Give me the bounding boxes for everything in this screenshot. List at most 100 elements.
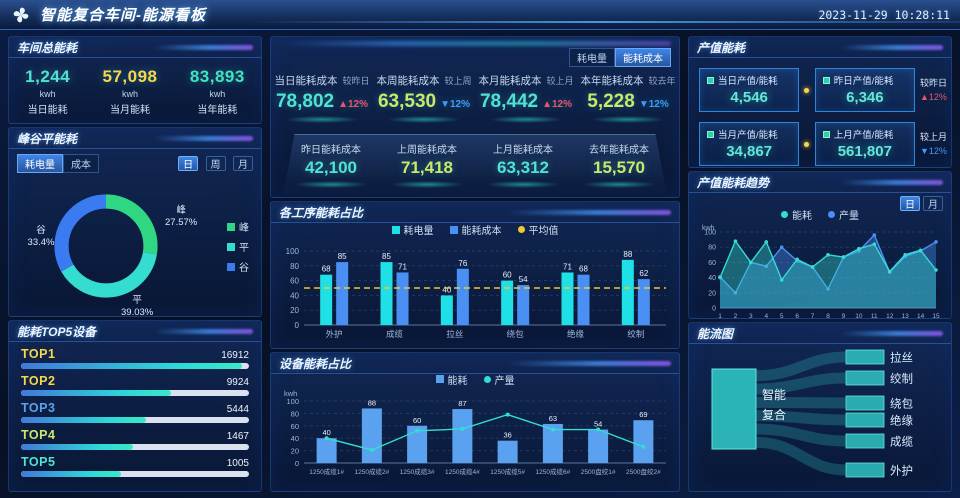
period-button-day[interactable]: 日 [178, 155, 199, 171]
stat-monthly-energy: 57,098 kwh 当月能耗 [103, 67, 158, 116]
cost-stat-yearly: 本年能耗成本 较去年 5,228 ▼12% [577, 73, 679, 123]
svg-text:60: 60 [708, 260, 716, 267]
svg-text:20: 20 [708, 290, 716, 297]
stat-label: 去年能耗成本 [589, 145, 649, 156]
tab-energy-cost[interactable]: 能耗成本 [615, 48, 671, 67]
title-decoration [153, 328, 253, 334]
device-rank-label: TOP5 [21, 455, 56, 469]
svg-text:76: 76 [458, 259, 467, 268]
svg-text:63: 63 [549, 414, 557, 423]
compare-badge-monthly: 较上月 ▼12% [920, 130, 947, 159]
delta-badge: ▲12% [919, 92, 947, 102]
svg-text:复合: 复合 [762, 407, 786, 422]
svg-text:40: 40 [322, 428, 330, 437]
svg-text:60: 60 [291, 422, 299, 431]
svg-text:71: 71 [563, 262, 572, 271]
peak-valley-chart-area: 峰 27.57% 谷 33.4% 平 39.03% 峰 平 [9, 173, 261, 319]
cost-stats-row-current: 当日能耗成本 较昨日 78,802 ▲12% 本周能耗成本 较上周 63,530 ▼12… [271, 73, 679, 123]
delta-badge: ▲12% [338, 99, 369, 110]
cost-stat-last-month: 上月能耗成本 63,312 [475, 141, 571, 188]
square-icon [822, 76, 830, 84]
svg-text:1250成缆4#: 1250成缆4# [445, 467, 480, 476]
legend-item-valley: 谷 [227, 259, 249, 274]
stat-value: 63,530 [377, 91, 437, 112]
stat-value: 1,244 [25, 67, 71, 86]
stat-label: 当月能耗 [110, 105, 151, 116]
svg-text:69: 69 [639, 410, 647, 419]
legend-item: 能耗成本 [449, 222, 502, 237]
delta-badge: ▼12% [638, 99, 669, 110]
stat-unit: kwh [39, 89, 56, 99]
svg-text:54: 54 [519, 275, 528, 284]
trend-period-buttons: 日 月 [689, 193, 951, 211]
panel-title: 峰谷平能耗 [17, 131, 78, 146]
device-bar-line-chart: kwh 0 20 40 60 80 100 40 1250成缆1# 88 1250成缆2# 60 125… [284, 389, 666, 476]
panel-title-row: 能耗TOP5设备 [9, 321, 261, 342]
value-glow [388, 116, 460, 123]
svg-text:2500盘绞2#: 2500盘绞2# [626, 467, 661, 476]
legend-item: 产量 [828, 207, 859, 222]
svg-text:成缆: 成缆 [890, 436, 913, 449]
tab-power-consumption[interactable]: 耗电量 [17, 154, 63, 173]
device-energy-value: 1467 [226, 431, 249, 442]
svg-text:100: 100 [704, 230, 716, 237]
svg-text:11: 11 [871, 313, 878, 320]
legend-label: 谷 [239, 263, 249, 274]
panel-title-row: 车间总能耗 [9, 37, 261, 58]
legend-marker [781, 210, 788, 218]
stat-label: 当年能耗 [197, 105, 238, 116]
callout-value: 39.03% [121, 307, 154, 319]
svg-text:成缆: 成缆 [386, 329, 404, 339]
svg-text:87: 87 [458, 399, 466, 408]
peak-valley-controls: 耗电量 成本 日 周 月 [9, 149, 261, 173]
connector-dot [804, 141, 810, 147]
svg-text:14: 14 [917, 313, 925, 320]
svg-text:绕包: 绕包 [890, 398, 913, 411]
panel-top5-devices: 能耗TOP5设备 TOP1 16912 TOP2 9924 TOP3 5444 TOP… [8, 320, 262, 492]
period-button-day[interactable]: 日 [900, 196, 920, 211]
callout-label: 谷 [36, 225, 46, 236]
svg-text:100: 100 [286, 397, 299, 406]
legend-marker [227, 262, 235, 271]
title-decoration [839, 44, 943, 50]
svg-text:60: 60 [413, 416, 421, 425]
panel-title-row: 产值能耗 [689, 37, 951, 58]
compare-badge-daily: 较昨日 ▲12% [920, 76, 947, 105]
period-button-month[interactable]: 月 [233, 155, 253, 171]
compare-label: 较上月 [546, 76, 574, 86]
top5-row: TOP2 9924 [9, 369, 261, 396]
stat-label: 本周能耗成本 [376, 75, 440, 87]
legend-item: 能耗 [781, 207, 812, 222]
svg-text:10: 10 [855, 313, 863, 320]
period-button-week[interactable]: 周 [205, 155, 226, 171]
tab-power-consumption[interactable]: 耗电量 [569, 48, 615, 67]
top5-row: TOP4 1467 [9, 423, 261, 450]
tab-cost[interactable]: 成本 [63, 154, 99, 173]
legend-marker [517, 226, 525, 233]
svg-text:6: 6 [795, 313, 799, 320]
device-rank-label: TOP2 [21, 374, 56, 388]
output-value: 4,546 [730, 89, 768, 106]
panel-title: 产值能耗趋势 [697, 175, 770, 190]
svg-text:80: 80 [290, 262, 299, 271]
output-box-this-month: 当月产值/能耗 34,867 [699, 122, 800, 166]
panel-title-row: 产值能耗趋势 [689, 172, 951, 193]
cost-stat-last-year: 去年能耗成本 15,570 [571, 141, 667, 188]
svg-text:绝缘: 绝缘 [890, 414, 913, 428]
output-value: 6,346 [846, 89, 884, 106]
compare-label: 较上月 [919, 131, 947, 142]
period-button-month[interactable]: 月 [923, 196, 943, 211]
svg-text:36: 36 [503, 431, 511, 440]
svg-text:68: 68 [579, 265, 588, 274]
legend-label: 能耗 [447, 375, 468, 387]
stat-daily-energy: 1,244 kwh 当日能耗 [25, 67, 70, 116]
svg-text:智能: 智能 [762, 387, 786, 402]
legend-marker [483, 375, 491, 383]
svg-text:拉丝: 拉丝 [890, 351, 913, 365]
value-glow [391, 181, 463, 188]
device-energy-value: 1005 [226, 458, 249, 469]
compare-label: 较昨日 [919, 77, 947, 88]
panel-title: 设备能耗占比 [279, 356, 352, 371]
output-row-daily: 当日产值/能耗 4,546 昨日产值/能耗 6,346 较昨日 ▲12% [699, 68, 947, 112]
